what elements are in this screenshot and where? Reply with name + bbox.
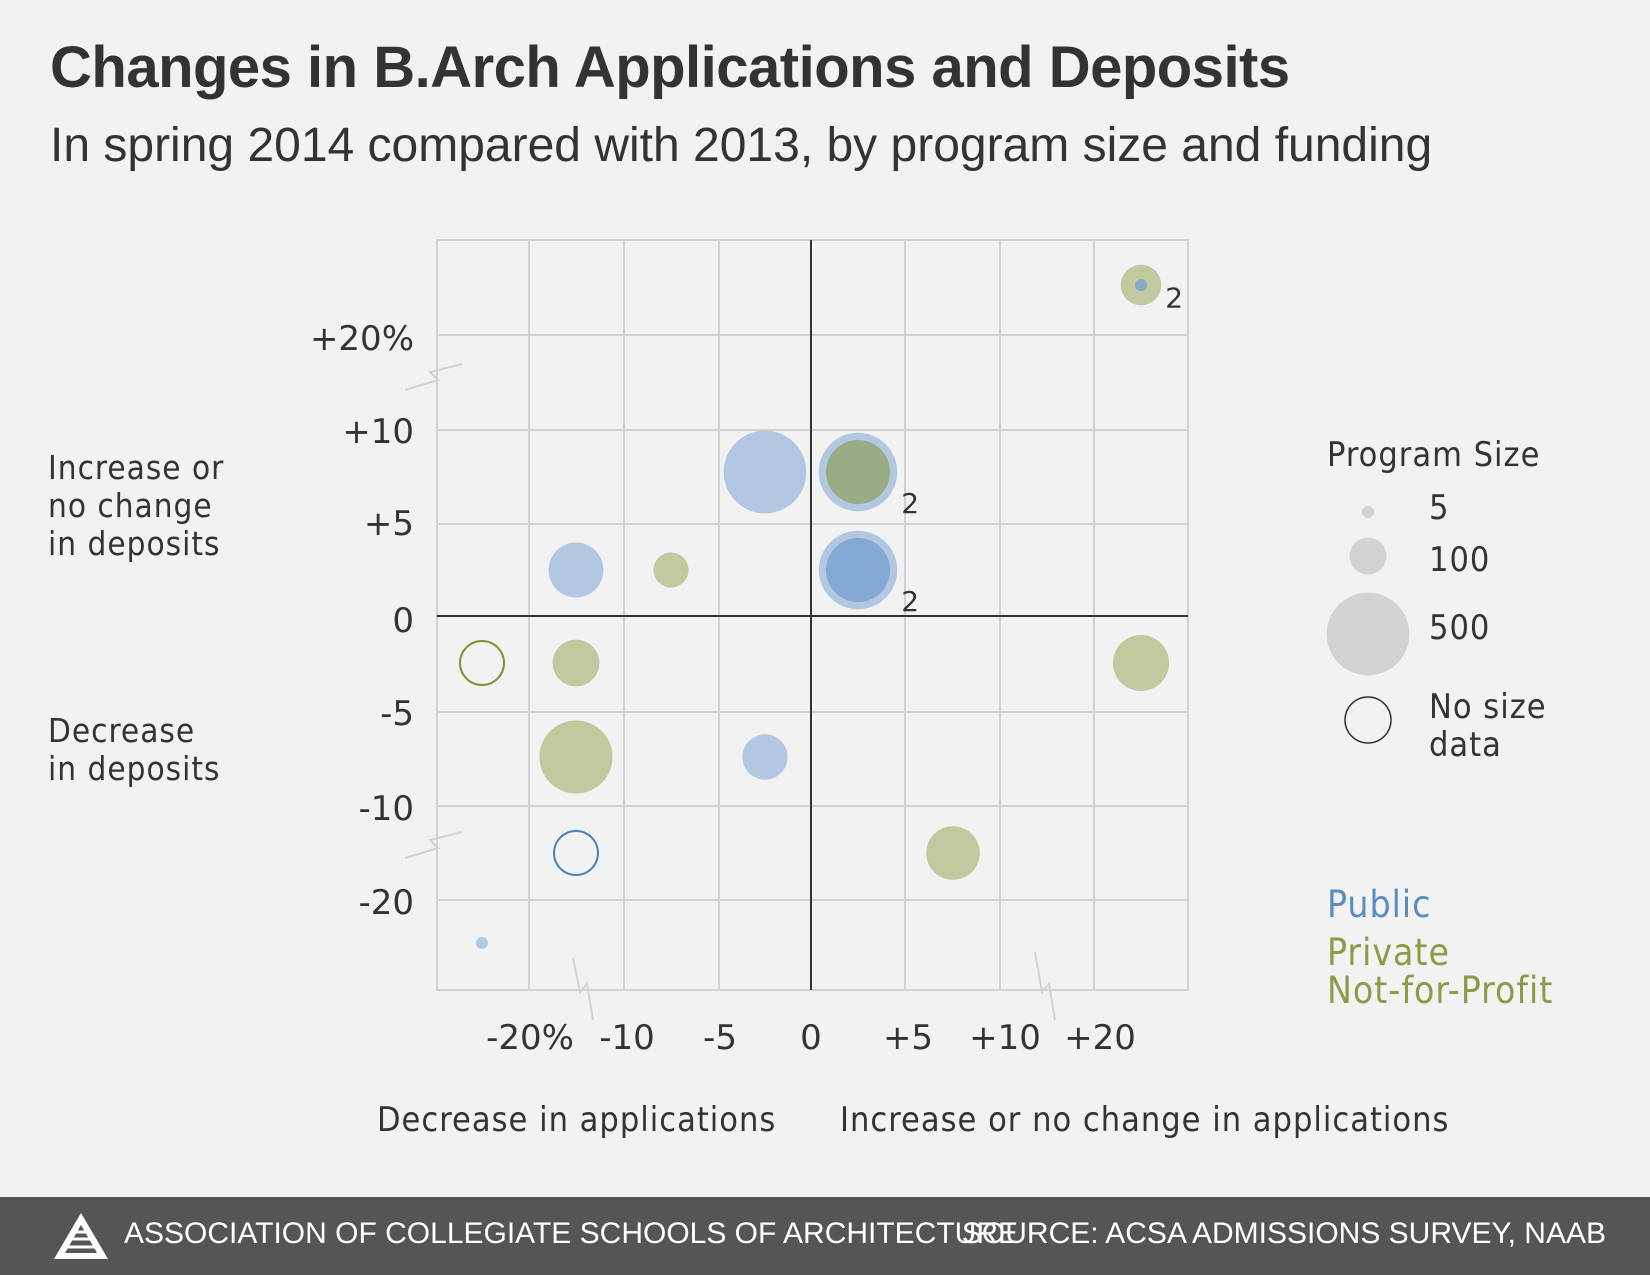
acsa-logo-icon [54,1213,108,1259]
x-axis-break-left [572,957,594,1021]
x-tick-label: +20 [1064,1018,1136,1058]
bubble-chart: +20% +10 +5 0 -5 -10 -20 -20% -10 -5 0 +5 +10 +20 2 2 2 [310,239,1410,1058]
x-caption-increase: Increase or no change in applications [840,1100,1450,1140]
legend-size-label-500: 500 [1429,608,1491,648]
y-tick-label: -20 [358,883,414,923]
bubble-count-label: 2 [1165,281,1183,314]
data-bubble-nested [825,537,891,603]
data-bubble-no-size [459,640,505,686]
bubble-count-label: 2 [901,585,919,618]
legend-title-program-size: Program Size [1327,435,1541,475]
y-axis-break-lower [404,831,463,859]
x-tick-label: -10 [599,1018,655,1058]
data-bubble [1112,634,1170,692]
data-bubble [476,937,488,949]
y-tick-label: 0 [392,601,414,641]
y-side-label-increase: Increase or no change in deposits [48,448,225,563]
data-bubble [742,734,788,780]
legend-no-size-circle [1344,696,1392,744]
footer-organization: ASSOCIATION OF COLLEGIATE SCHOOLS OF ARC… [124,1217,1019,1250]
x-tick-label: -5 [703,1018,737,1058]
footer-bar: ASSOCIATION OF COLLEGIATE SCHOOLS OF ARC… [0,1197,1650,1275]
legend-size-label-100: 100 [1429,540,1491,580]
chart-title: Changes in B.Arch Applications and Depos… [50,35,1290,100]
x-tick-label: +10 [969,1018,1041,1058]
legend-size-label-5: 5 [1429,488,1450,528]
y-tick-label: +10 [342,412,414,452]
legend-size-circle [1349,537,1387,575]
y-tick-label: +5 [364,504,414,544]
x-axis-break-right [1034,951,1056,1021]
data-bubble-nested [825,439,891,505]
data-bubble [548,542,604,598]
legend-size-circle [1326,592,1410,676]
legend-size-circle [1362,506,1374,518]
y-tick-label: -10 [358,789,414,829]
x-tick-label: +5 [883,1018,933,1058]
footer-source: SOURCE: ACSA ADMISSIONS SURVEY, NAAB [961,1217,1606,1250]
y-tick-label: -5 [380,694,414,734]
data-bubble [539,720,613,794]
x-caption-decrease: Decrease in applications [377,1100,777,1140]
data-bubble [653,552,689,588]
bubble-count-label: 2 [901,487,919,520]
legend-no-size-label: No size data [1429,687,1547,765]
chart-subtitle: In spring 2014 compared with 2013, by pr… [50,119,1433,172]
x-tick-label: 0 [800,1018,822,1058]
data-bubble-no-size [553,830,599,876]
data-bubble [552,639,600,687]
y-axis-break-upper [404,363,463,391]
data-bubble [926,826,980,880]
y-side-label-decrease: Decrease in deposits [48,711,221,788]
data-bubble [723,430,807,514]
legend-public-label: Public [1327,883,1432,926]
data-bubble-nested [1135,279,1147,291]
y-tick-label: +20% [310,319,414,359]
legend-private-label: Private Not-for-Profit [1327,931,1554,1012]
x-tick-label: -20% [486,1018,574,1058]
